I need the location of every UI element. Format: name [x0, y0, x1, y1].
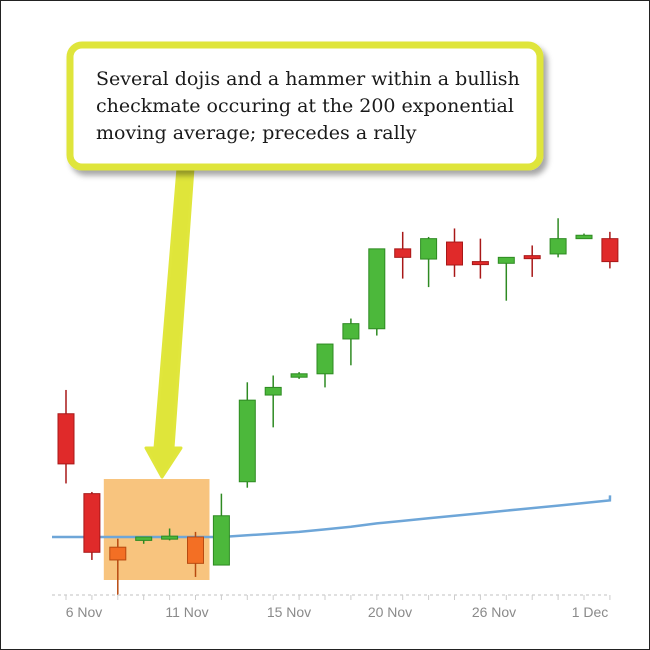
candle-body [446, 241, 463, 266]
candle-body [290, 373, 308, 378]
candle [57, 389, 75, 484]
x-axis-ticks: 6 Nov 11 Nov 15 Nov 20 Nov 26 Nov 1 Dec [65, 595, 611, 620]
candle [135, 536, 153, 544]
candle [497, 256, 515, 301]
callout-line-2: checkmate occuring at the 200 exponentia… [96, 95, 514, 117]
candle [212, 493, 230, 566]
candle [83, 491, 101, 560]
candle [290, 372, 308, 379]
candle [342, 318, 360, 366]
candle-body [368, 248, 386, 330]
candle [523, 245, 541, 277]
candle-body [471, 261, 489, 266]
x-tick-label: 15 Nov [267, 604, 311, 620]
candle [549, 218, 567, 258]
x-tick-label: 11 Nov [165, 604, 208, 620]
candle [575, 233, 593, 240]
candles-group [57, 218, 619, 595]
candle [264, 375, 282, 428]
candle-body [575, 234, 593, 240]
callout-box [66, 41, 544, 171]
callout-line-3: moving average; precedes a rally [96, 122, 417, 144]
candle [394, 231, 412, 279]
callout-line-1: Several dojis and a hammer within a bull… [96, 68, 520, 90]
candle [109, 538, 127, 595]
x-tick-label: 26 Nov [472, 604, 516, 620]
highlight-box [103, 479, 210, 580]
candle [446, 228, 463, 277]
candle-body [212, 515, 230, 566]
x-tick-label: 20 Nov [368, 604, 412, 620]
x-tick-label: 6 Nov [66, 604, 103, 620]
candle [238, 382, 256, 488]
candle [187, 531, 204, 577]
candle-body [342, 323, 360, 340]
candle-body [135, 536, 153, 541]
candle-body [187, 536, 204, 564]
candle [471, 238, 489, 279]
candle-body [238, 399, 256, 483]
candle-body [109, 546, 127, 561]
candle-body [316, 343, 334, 375]
candle-body [161, 535, 179, 540]
candle-body [523, 255, 541, 260]
x-tick-label: 1 Dec [572, 604, 609, 620]
candle [161, 528, 179, 541]
candle-body [601, 238, 619, 263]
candle [601, 231, 619, 269]
candle-body [264, 386, 282, 396]
callout-arrow [144, 166, 195, 479]
candle-body [549, 238, 567, 255]
candle-body [83, 493, 101, 553]
candle [316, 343, 334, 388]
candle-body [497, 256, 515, 264]
candle-body [57, 413, 75, 465]
candle-body [394, 248, 412, 258]
candle [368, 248, 386, 336]
candle-body [420, 238, 438, 260]
candle [420, 236, 438, 288]
